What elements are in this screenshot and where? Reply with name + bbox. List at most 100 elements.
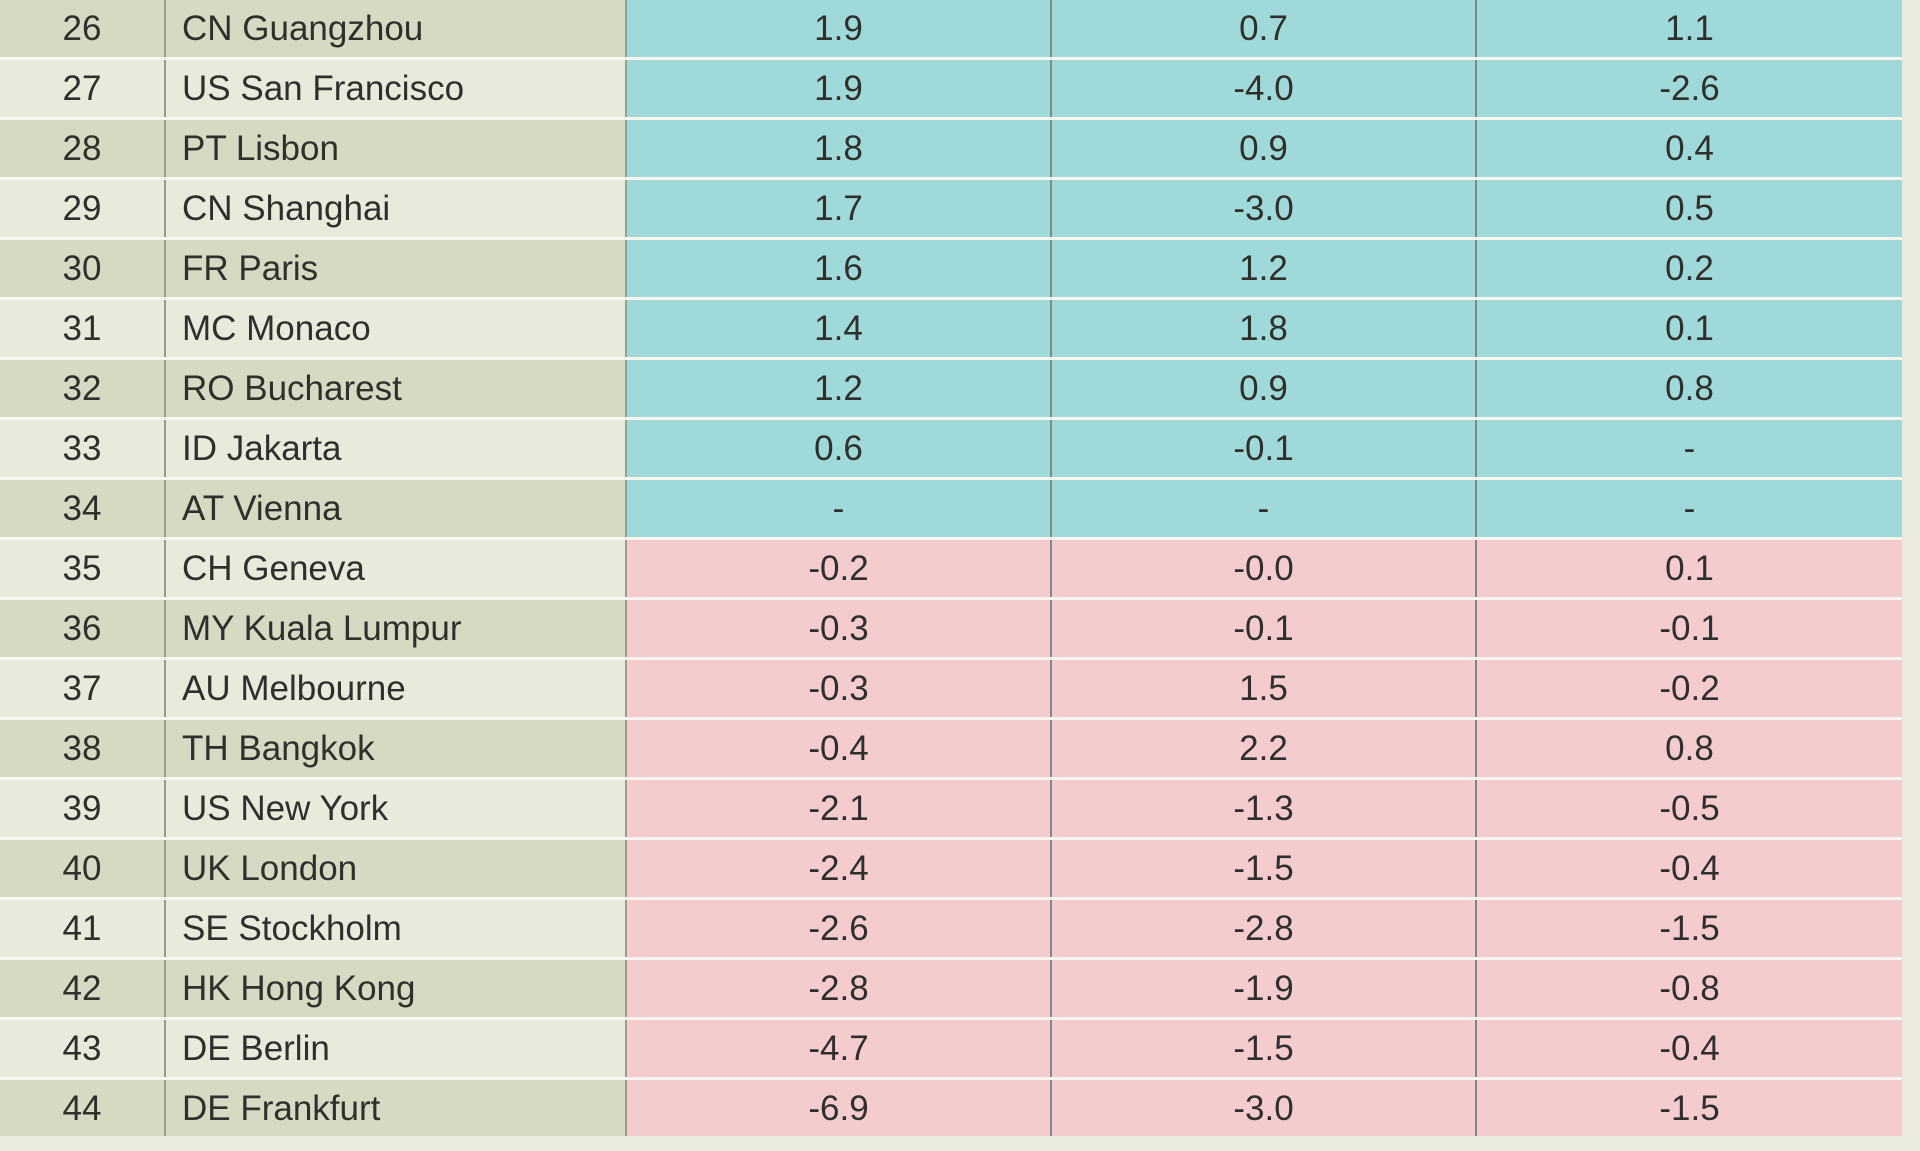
- value-cell-3: 0.2: [1476, 238, 1902, 300]
- table-row: 32 RO Bucharest 1.2 0.9 0.8: [0, 358, 1920, 420]
- value-cell-2: 1.5: [1051, 658, 1477, 720]
- value-cell-2: -1.9: [1051, 958, 1477, 1020]
- city-cell: HK Hong Kong: [165, 958, 627, 1020]
- row-right-margin: [1902, 778, 1920, 839]
- city-cell: ID Jakarta: [165, 418, 627, 480]
- value-cell-1: -2.1: [626, 778, 1052, 840]
- table-row: 42 HK Hong Kong -2.8 -1.9 -0.8: [0, 958, 1920, 1020]
- rank-cell: 40: [0, 838, 166, 900]
- value-cell-2: -: [1051, 478, 1477, 540]
- rank-cell: 31: [0, 298, 166, 360]
- value-cell-2: -3.0: [1051, 1078, 1477, 1140]
- row-right-margin: [1902, 838, 1920, 899]
- rank-cell: 43: [0, 1018, 166, 1080]
- value-cell-1: 1.8: [626, 118, 1052, 180]
- table-row: 35 CH Geneva -0.2 -0.0 0.1: [0, 538, 1920, 600]
- rank-cell: 26: [0, 0, 166, 60]
- value-cell-3: -2.6: [1476, 58, 1902, 120]
- value-cell-1: -2.6: [626, 898, 1052, 960]
- value-cell-1: -2.4: [626, 838, 1052, 900]
- value-cell-2: -0.1: [1051, 418, 1477, 480]
- table-row: 33 ID Jakarta 0.6 -0.1-: [0, 418, 1920, 480]
- rank-cell: 36: [0, 598, 166, 660]
- rank-cell: 28: [0, 118, 166, 180]
- city-cell: DE Berlin: [165, 1018, 627, 1080]
- value-cell-3: -0.4: [1476, 1018, 1902, 1080]
- value-cell-2: 0.7: [1051, 0, 1477, 60]
- row-right-margin: [1902, 358, 1920, 419]
- rank-cell: 41: [0, 898, 166, 960]
- value-cell-1: -0.4: [626, 718, 1052, 780]
- value-cell-3: -: [1476, 478, 1902, 540]
- city-cell: CN Shanghai: [165, 178, 627, 240]
- table-row: 36 MY Kuala Lumpur -0.3 -0.1 -0.1: [0, 598, 1920, 660]
- value-cell-1: -6.9: [626, 1078, 1052, 1140]
- city-cell: DE Frankfurt: [165, 1078, 627, 1140]
- row-right-margin: [1902, 898, 1920, 959]
- rank-cell: 44: [0, 1078, 166, 1140]
- row-right-margin: [1902, 538, 1920, 599]
- rank-cell: 29: [0, 178, 166, 240]
- value-cell-1: -4.7: [626, 1018, 1052, 1080]
- row-right-margin: [1902, 658, 1920, 719]
- table-row: 44 DE Frankfurt -6.9 -3.0 -1.5: [0, 1078, 1920, 1140]
- rank-cell: 42: [0, 958, 166, 1020]
- value-cell-3: 0.8: [1476, 718, 1902, 780]
- row-right-margin: [1902, 1078, 1920, 1139]
- city-cell: TH Bangkok: [165, 718, 627, 780]
- value-cell-2: 2.2: [1051, 718, 1477, 780]
- table-row: 37 AU Melbourne -0.3 1.5 -0.2: [0, 658, 1920, 720]
- row-right-margin: [1902, 718, 1920, 779]
- value-cell-2: -4.0: [1051, 58, 1477, 120]
- rank-cell: 35: [0, 538, 166, 600]
- city-cell: MY Kuala Lumpur: [165, 598, 627, 660]
- row-right-margin: [1902, 1018, 1920, 1079]
- value-cell-1: -2.8: [626, 958, 1052, 1020]
- value-cell-1: -: [626, 478, 1052, 540]
- table-row: 43 DE Berlin -4.7 -1.5 -0.4: [0, 1018, 1920, 1080]
- value-cell-3: -0.5: [1476, 778, 1902, 840]
- value-cell-2: -1.5: [1051, 1018, 1477, 1080]
- value-cell-3: -0.8: [1476, 958, 1902, 1020]
- rank-cell: 32: [0, 358, 166, 420]
- city-cell: PT Lisbon: [165, 118, 627, 180]
- value-cell-3: -: [1476, 418, 1902, 480]
- value-cell-1: 1.9: [626, 58, 1052, 120]
- rank-cell: 27: [0, 58, 166, 120]
- value-cell-1: -0.3: [626, 598, 1052, 660]
- rank-cell: 34: [0, 478, 166, 540]
- rank-cell: 38: [0, 718, 166, 780]
- value-cell-2: -0.0: [1051, 538, 1477, 600]
- table-row: 28 PT Lisbon 1.8 0.9 0.4: [0, 118, 1920, 180]
- value-cell-2: 0.9: [1051, 118, 1477, 180]
- table-bottom-margin: [0, 1136, 1920, 1151]
- value-cell-3: 0.4: [1476, 118, 1902, 180]
- table-row: 39 US New York -2.1 -1.3 -0.5: [0, 778, 1920, 840]
- table-row: 34 AT Vienna - - -: [0, 478, 1920, 540]
- value-cell-3: 0.1: [1476, 298, 1902, 360]
- row-right-margin: [1902, 58, 1920, 119]
- value-cell-1: -0.3: [626, 658, 1052, 720]
- table-row: 30 FR Paris 1.6 1.2 0.2: [0, 238, 1920, 300]
- value-cell-3: 0.5: [1476, 178, 1902, 240]
- row-right-margin: [1902, 958, 1920, 1019]
- row-right-margin: [1902, 178, 1920, 239]
- row-right-margin: [1902, 298, 1920, 359]
- city-cell: US San Francisco: [165, 58, 627, 120]
- value-cell-3: 0.1: [1476, 538, 1902, 600]
- value-cell-2: -3.0: [1051, 178, 1477, 240]
- row-right-margin: [1902, 118, 1920, 179]
- value-cell-3: -1.5: [1476, 1078, 1902, 1140]
- city-cell: RO Bucharest: [165, 358, 627, 420]
- value-cell-2: -2.8: [1051, 898, 1477, 960]
- value-cell-3: 0.8: [1476, 358, 1902, 420]
- value-cell-1: 0.6: [626, 418, 1052, 480]
- row-right-margin: [1902, 418, 1920, 479]
- row-right-margin: [1902, 238, 1920, 299]
- value-cell-2: -1.3: [1051, 778, 1477, 840]
- rank-cell: 37: [0, 658, 166, 720]
- rank-cell: 30: [0, 238, 166, 300]
- row-right-margin: [1902, 598, 1920, 659]
